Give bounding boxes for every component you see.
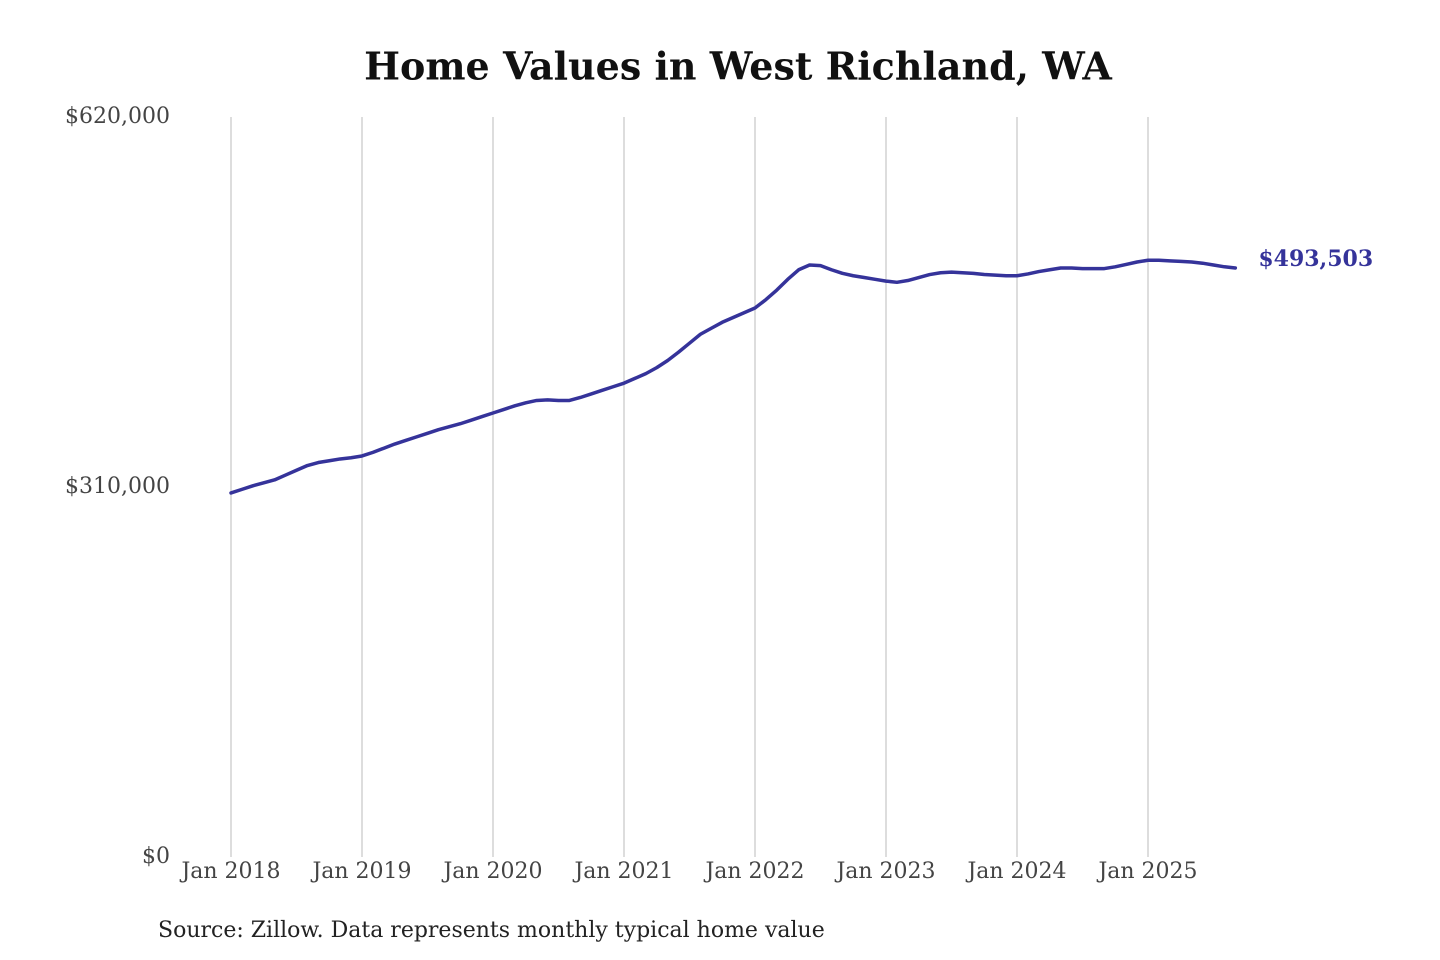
- value-label: $493,503: [1258, 246, 1373, 272]
- x-tick-label: Jan 2024: [965, 859, 1066, 884]
- x-tick-label: Jan 2021: [572, 859, 673, 884]
- x-tick-label: Jan 2025: [1096, 859, 1197, 884]
- data-line: [229, 258, 1238, 495]
- x-tick-label: Jan 2019: [310, 859, 411, 884]
- source-note: Source: Zillow. Data represents monthly …: [158, 918, 825, 943]
- chart-title: Home Values in West Richland, WA: [364, 44, 1112, 89]
- x-tick-label: Jan 2020: [441, 859, 542, 884]
- y-tick-label: $310,000: [65, 474, 170, 499]
- x-tick-label: Jan 2023: [834, 859, 935, 884]
- x-tick-label: Jan 2022: [703, 859, 804, 884]
- y-tick-label: $620,000: [65, 104, 170, 129]
- y-tick-label: $0: [142, 844, 170, 869]
- x-tick-label: Jan 2018: [179, 859, 280, 884]
